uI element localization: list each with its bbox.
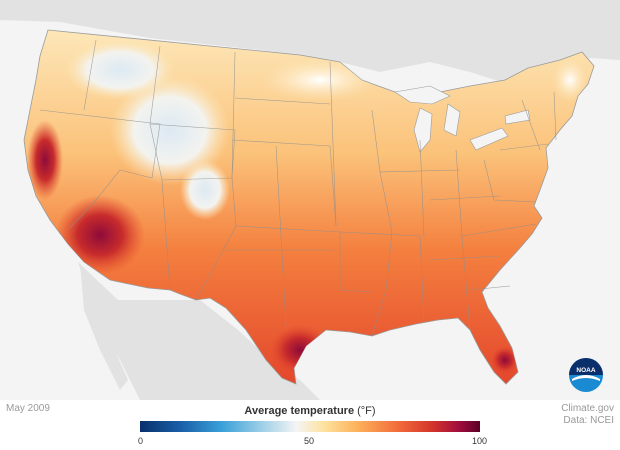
baja-peninsula xyxy=(80,262,128,390)
legend-tick-min: 0 xyxy=(138,436,144,446)
map-area xyxy=(0,0,620,400)
data-credit: Data: NCEI xyxy=(563,415,614,426)
state-boundaries xyxy=(39,39,557,337)
legend-title-text: Average temperature xyxy=(244,405,355,417)
noaa-logo: NOAA xyxy=(569,358,603,392)
map-date: May 2009 xyxy=(6,403,50,414)
temperature-shading xyxy=(27,40,588,375)
legend-tick-max: 100 xyxy=(472,436,488,446)
temperature-map xyxy=(0,0,620,400)
legend-tick-mid: 50 xyxy=(304,436,315,446)
legend-color-scale xyxy=(140,421,480,432)
great-lakes xyxy=(394,85,531,153)
mexico-land xyxy=(78,262,320,400)
canada-land xyxy=(0,0,620,88)
legend-unit: (°F) xyxy=(357,405,376,417)
noaa-logo-text: NOAA xyxy=(576,367,595,374)
legend-title: Average temperature (°F) xyxy=(140,405,480,417)
source-credit: Climate.gov xyxy=(561,403,614,414)
